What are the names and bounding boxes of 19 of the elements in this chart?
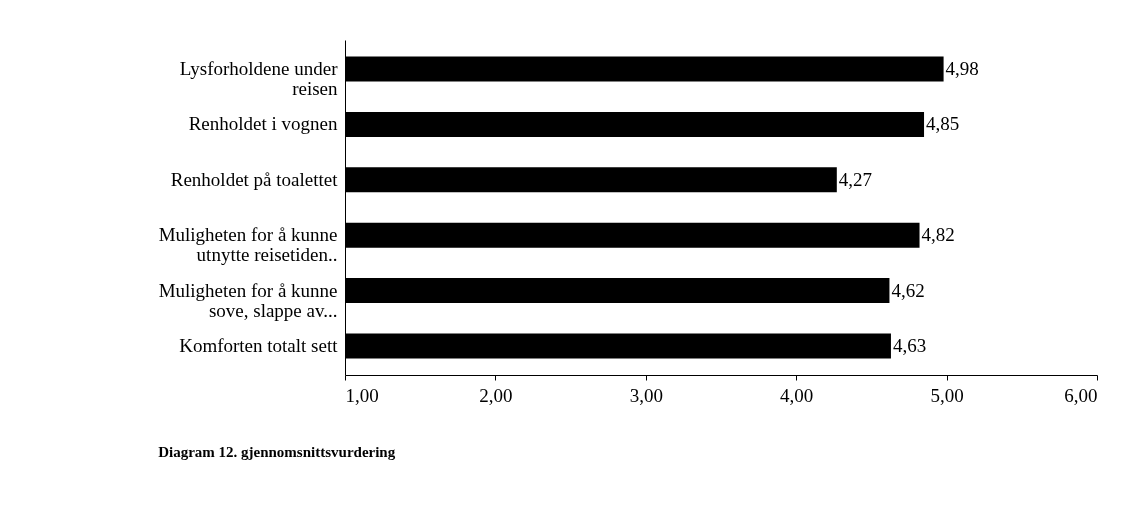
data-label: 4,98 (945, 58, 979, 80)
x-tick-label: 4,00 (780, 384, 814, 406)
x-tick-label: 5,00 (930, 384, 964, 406)
data-label: 4,27 (838, 168, 873, 190)
x-tick-label: 6,00 (1064, 384, 1098, 406)
data-label: 4,62 (891, 279, 925, 301)
y-tick-label: Renholdet i vognen (188, 113, 338, 135)
data-label: 4,85 (926, 113, 960, 135)
text: Diagram 12. gjennomsnittsvurdering (158, 444, 396, 460)
x-tick-label: 1,00 (345, 384, 379, 406)
x-tick-label: 2,00 (479, 384, 513, 406)
x-tick-label: 3,00 (629, 384, 663, 406)
y-tick-label: Lysforholdene under reisen (179, 58, 339, 100)
y-tick-label: Komforten totalt sett (179, 334, 339, 356)
y-tick-label: Muligheten for å kunne utnytte reisetiden.. (158, 224, 338, 266)
y-tick-label: Muligheten for å kunne sove, slappe av... (158, 279, 338, 321)
data-label: 4,82 (921, 224, 955, 246)
data-label: 4,63 (892, 334, 927, 356)
y-tick-label: Renholdet på toalettet (170, 168, 339, 190)
